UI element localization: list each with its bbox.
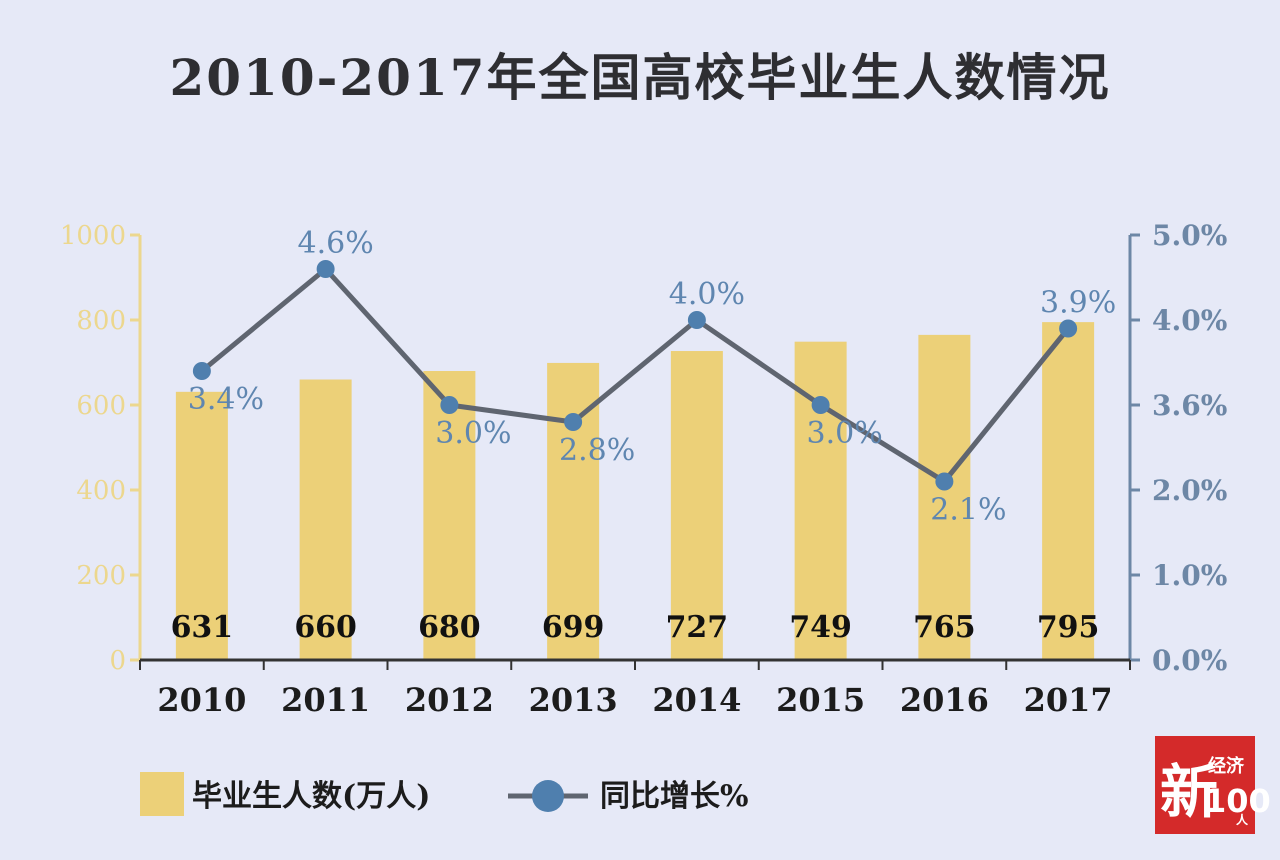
left-tick-label: 200 xyxy=(76,561,126,591)
bar-value-label-2013: 699 xyxy=(542,610,605,645)
legend-line-label: 同比增长% xyxy=(600,779,749,814)
legend: 毕业生人数(万人) 同比增长% xyxy=(140,772,749,816)
bar-value-label-2015: 749 xyxy=(789,610,852,645)
logo-number: 100 xyxy=(1204,782,1271,820)
left-tick-label: 400 xyxy=(76,476,126,506)
legend-bar-label: 毕业生人数(万人) xyxy=(192,779,430,814)
bar-2013 xyxy=(547,362,600,660)
chart-title: 2010-2017年全国高校毕业生人数情况 xyxy=(169,48,1110,107)
growth-point-2010 xyxy=(192,362,211,380)
bar-2010 xyxy=(175,391,228,660)
logo: 新 经济 100 人 xyxy=(1155,736,1271,834)
data-labels: 631 660 680 699 727 749 765 795 3.4% 4.6% 3.0% 2.8%… xyxy=(171,226,1117,645)
growth-value-label-2010: 3.4% xyxy=(188,382,264,417)
right-tick-label: 2.0% xyxy=(1152,474,1227,507)
growth-point-2015 xyxy=(811,396,830,414)
bar-2014 xyxy=(670,351,723,660)
growth-point-2011 xyxy=(316,260,335,278)
growth-point-2016 xyxy=(935,472,954,491)
x-tick-label-2015: 2015 xyxy=(776,681,865,719)
bar-2016 xyxy=(918,334,971,660)
x-tick-label-2011: 2011 xyxy=(281,681,370,719)
bar-series xyxy=(175,322,1095,660)
right-tick-label: 0.0% xyxy=(1152,644,1227,677)
legend-line-marker xyxy=(532,780,564,812)
left-tick-label: 600 xyxy=(76,391,126,421)
bar-2012 xyxy=(423,371,476,660)
growth-point-2013 xyxy=(564,413,583,431)
growth-point-2017 xyxy=(1059,319,1078,338)
growth-value-label-2012: 3.0% xyxy=(435,416,511,451)
growth-value-label-2016: 2.1% xyxy=(930,493,1006,528)
growth-value-label-2014: 4.0% xyxy=(669,277,745,312)
bar-value-label-2012: 680 xyxy=(418,610,481,645)
legend-bar-swatch xyxy=(140,772,184,816)
growth-line xyxy=(200,266,1071,484)
bar-2011 xyxy=(299,379,352,660)
right-tick-label: 4.0% xyxy=(1152,304,1227,337)
growth-value-label-2013: 2.8% xyxy=(559,433,635,468)
growth-point-2012 xyxy=(440,396,459,414)
logo-top-text: 经济 xyxy=(1208,755,1245,777)
bar-value-label-2014: 727 xyxy=(666,610,729,645)
logo-background xyxy=(1155,736,1255,834)
x-tick-label-2014: 2014 xyxy=(652,681,741,719)
growth-value-label-2011: 4.6% xyxy=(298,226,374,261)
logo-suffix: 人 xyxy=(1236,812,1249,827)
x-tick-label-2010: 2010 xyxy=(157,681,246,719)
right-tick-label: 1.0% xyxy=(1152,559,1227,592)
left-tick-label: 800 xyxy=(76,306,126,336)
x-tick-label-2012: 2012 xyxy=(405,681,494,719)
left-tick-label: 1000 xyxy=(60,221,126,251)
left-tick-label: 0 xyxy=(109,646,126,676)
bar-value-label-2017: 795 xyxy=(1037,610,1100,645)
right-tick-label: 5.0% xyxy=(1152,219,1227,252)
growth-point-2014 xyxy=(687,311,706,329)
x-tick-label-2016: 2016 xyxy=(900,681,989,719)
x-tick-label-2013: 2013 xyxy=(529,681,618,719)
line-series xyxy=(192,260,1078,491)
bar-2017 xyxy=(1042,322,1095,660)
axes: 0 200 400 600 800 1000 0.0% 1.0% 2.0% 3.6% 4.0% 5.0… xyxy=(60,219,1228,719)
right-tick-label: 3.6% xyxy=(1152,389,1227,422)
growth-value-label-2017: 3.9% xyxy=(1040,286,1116,321)
logo-main-char: 新 xyxy=(1160,758,1218,826)
bar-value-label-2016: 765 xyxy=(913,610,976,645)
bar-value-label-2011: 660 xyxy=(294,610,357,645)
x-tick-label-2017: 2017 xyxy=(1024,681,1113,719)
bar-value-label-2010: 631 xyxy=(171,610,234,645)
growth-value-label-2015: 3.0% xyxy=(807,416,883,451)
